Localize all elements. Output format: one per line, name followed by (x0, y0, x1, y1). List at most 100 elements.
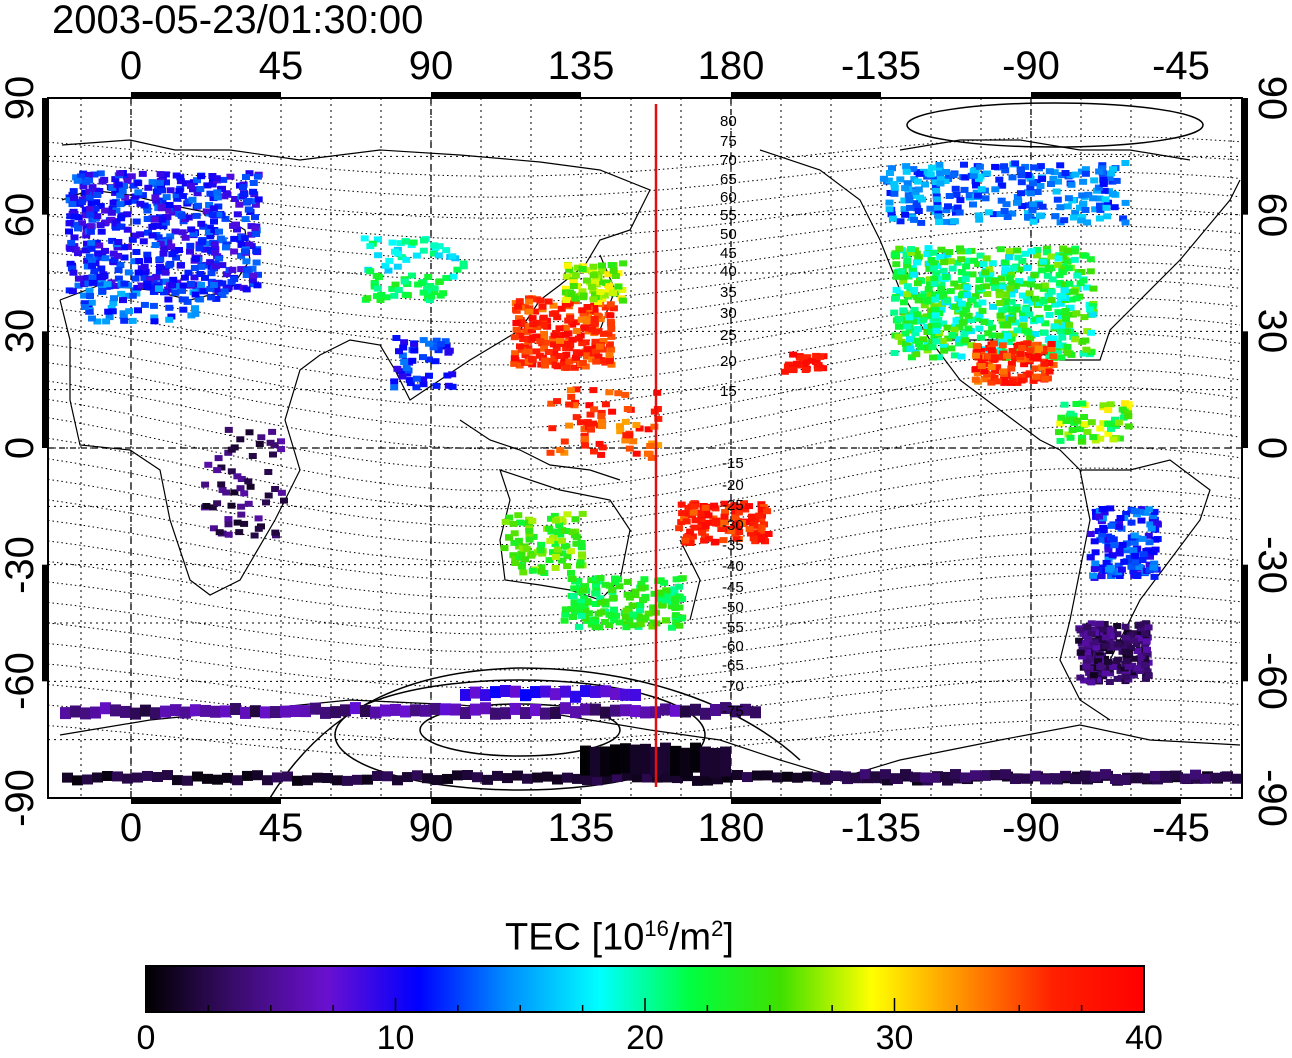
tec-cell (218, 262, 227, 269)
tec-cell (436, 341, 445, 348)
tec-cell (964, 325, 973, 332)
tec-cell (1008, 377, 1017, 384)
tec-cell (915, 170, 924, 177)
tec-cell (1103, 213, 1112, 220)
tec-cell (982, 255, 991, 262)
tec-cell (1090, 771, 1101, 782)
tec-cell (1070, 256, 1079, 263)
tec-cell (1150, 560, 1159, 567)
tec-cell (590, 406, 599, 413)
tec-cell (606, 312, 615, 319)
tec-cell (1112, 177, 1121, 184)
tec-cell (996, 211, 1005, 217)
tec-cell (701, 504, 710, 511)
tec-cell (1090, 566, 1099, 573)
tec-cell (622, 624, 631, 631)
tec-cell (967, 342, 976, 349)
tec-cell (222, 772, 233, 783)
tec-cell (642, 772, 653, 783)
magnetic-latitude-label: 45 (720, 245, 737, 262)
tec-cell (153, 188, 162, 195)
tec-cell (88, 262, 97, 269)
tec-cell (1047, 253, 1056, 260)
tec-cell (82, 212, 90, 219)
magnetic-latitude-label: -75 (722, 703, 744, 720)
tec-cell (1114, 419, 1123, 426)
tec-cell (114, 252, 123, 259)
tec-cell (936, 253, 945, 260)
tec-cell (925, 260, 934, 267)
tec-cell (175, 247, 183, 253)
tec-cell (402, 772, 413, 783)
tec-cell (937, 281, 946, 288)
tec-cell (597, 413, 606, 419)
tec-cell (550, 706, 561, 719)
magnetic-contour (48, 635, 1241, 689)
tec-cell (929, 249, 938, 256)
tec-cell (109, 300, 118, 307)
tec-cell (170, 704, 181, 717)
tec-cell (410, 342, 419, 349)
tec-cell (113, 244, 122, 251)
tec-cell (752, 770, 763, 781)
tec-cell (1059, 245, 1068, 252)
tec-cell (982, 283, 991, 290)
tec-cell (1088, 311, 1097, 318)
tec-cell (1022, 371, 1031, 378)
tec-cell (605, 622, 614, 628)
tec-cell (528, 567, 537, 574)
tec-cell (1129, 547, 1138, 554)
tec-cell (209, 282, 218, 288)
tec-cell (621, 418, 630, 425)
tec-cell (173, 205, 182, 211)
tec-cell (282, 771, 293, 782)
tec-cell (537, 564, 546, 571)
tec-cell (661, 597, 670, 604)
tec-cell (581, 607, 590, 614)
tec-cell (756, 529, 765, 536)
tec-cell (677, 501, 686, 508)
tec-cell (1130, 539, 1139, 546)
tec-cell (1094, 528, 1103, 535)
tec-cell (93, 192, 102, 198)
tec-cell (130, 197, 139, 204)
tec-cell (257, 434, 266, 441)
tec-cell (100, 176, 109, 183)
tec-cell (1018, 310, 1027, 317)
tec-cell (1124, 413, 1133, 420)
tec-cell (450, 703, 461, 716)
tec-cell (190, 274, 199, 281)
tec-cell (914, 208, 923, 214)
tec-cell (215, 529, 224, 536)
tec-cell (1106, 627, 1115, 634)
tec-cell (943, 324, 952, 331)
tec-cell (98, 288, 107, 294)
tec-cell (1039, 258, 1048, 265)
magnetic-contour (48, 386, 1241, 471)
latitude-tick-label-left: 60 (0, 192, 42, 237)
colorbar-tick-label: 40 (1125, 1019, 1163, 1057)
tec-cell (264, 469, 273, 475)
tec-cell (929, 354, 937, 361)
tec-cell (803, 354, 812, 361)
tec-cell (217, 481, 226, 488)
tec-cell (801, 367, 810, 373)
tec-cell (1058, 322, 1067, 329)
tec-cell (1135, 508, 1144, 515)
tec-cell (254, 525, 263, 532)
tec-cell (180, 706, 191, 719)
tec-cell (990, 374, 999, 381)
tec-cell (400, 359, 409, 365)
tec-cell (636, 616, 645, 623)
tec-cell (1072, 295, 1081, 302)
tec-cell (927, 323, 936, 330)
tec-cell (605, 358, 614, 364)
tec-cell (419, 289, 428, 296)
tec-cell (995, 289, 1004, 296)
tec-cell (549, 549, 557, 556)
longitude-tick-label-top: 90 (408, 44, 454, 88)
tec-cell (231, 196, 240, 202)
tec-cell (1096, 206, 1105, 213)
tec-cell (94, 273, 103, 280)
tec-cell (244, 198, 253, 204)
